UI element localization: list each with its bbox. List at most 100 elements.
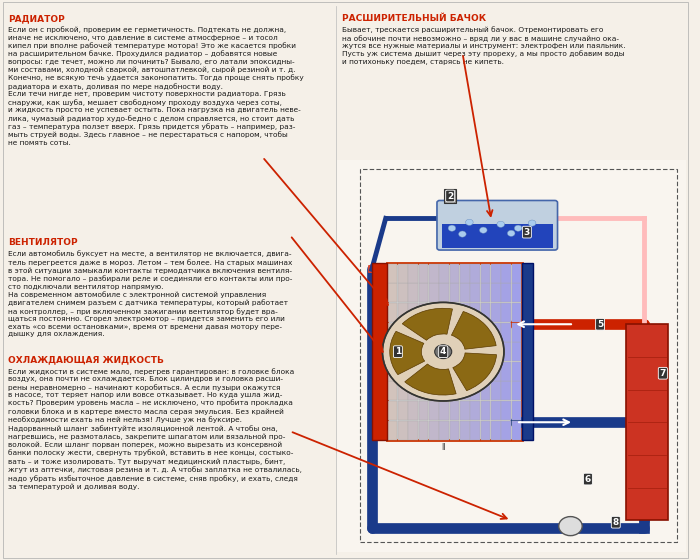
Text: РАДИАТОР: РАДИАТОР: [8, 14, 65, 23]
Text: 7: 7: [659, 368, 666, 378]
Text: Если автомобиль буксует на месте, а вентилятор не включается, двига-
тель перегр: Если автомобиль буксует на месте, а вент…: [8, 250, 293, 337]
Bar: [440, 342, 449, 361]
Bar: [491, 342, 500, 361]
Bar: [512, 421, 522, 440]
Bar: [501, 362, 511, 381]
Bar: [491, 401, 500, 420]
Bar: [460, 303, 470, 322]
Bar: [398, 421, 407, 440]
Bar: [388, 283, 398, 302]
Bar: [440, 303, 449, 322]
Bar: [419, 381, 428, 400]
Bar: [449, 362, 459, 381]
Bar: [470, 264, 480, 283]
Bar: [408, 401, 418, 420]
Bar: [419, 342, 428, 361]
Bar: [360, 170, 677, 542]
Bar: [408, 381, 418, 400]
Bar: [398, 264, 407, 283]
Bar: [388, 303, 398, 322]
Bar: [470, 303, 480, 322]
Bar: [440, 362, 449, 381]
Bar: [337, 160, 685, 552]
Bar: [449, 401, 459, 420]
Bar: [501, 323, 511, 342]
Bar: [398, 323, 407, 342]
Circle shape: [497, 221, 505, 227]
Text: ВЕНТИЛЯТОР: ВЕНТИЛЯТОР: [8, 238, 78, 247]
Text: 1: 1: [395, 347, 401, 356]
Bar: [419, 264, 428, 283]
Wedge shape: [452, 311, 496, 349]
Bar: [491, 323, 500, 342]
Bar: [398, 362, 407, 381]
Bar: [470, 421, 480, 440]
Bar: [388, 342, 398, 361]
Bar: [481, 283, 490, 302]
Bar: [440, 264, 449, 283]
Bar: [408, 264, 418, 283]
Bar: [388, 323, 398, 342]
Bar: [512, 323, 522, 342]
Bar: [398, 401, 407, 420]
Bar: [440, 283, 449, 302]
Bar: [491, 421, 500, 440]
FancyBboxPatch shape: [437, 200, 557, 250]
Bar: [626, 324, 668, 520]
Text: Если жидкости в системе мало, перегрев гарантирован: в головке блока
воздух, она: Если жидкости в системе мало, перегрев г…: [8, 368, 302, 490]
Bar: [501, 264, 511, 283]
Text: Если он с пробкой, проверим ее герметичность. Подтекать не должна,
иначе не искл: Если он с пробкой, проверим ее герметичн…: [8, 26, 304, 146]
Text: РАСШИРИТЕЛЬНЫЙ БАЧОК: РАСШИРИТЕЛЬНЫЙ БАЧОК: [342, 14, 486, 23]
Circle shape: [559, 516, 582, 535]
Bar: [449, 303, 459, 322]
Circle shape: [528, 220, 536, 226]
Bar: [429, 362, 439, 381]
Bar: [429, 323, 439, 342]
Bar: [481, 362, 490, 381]
Bar: [419, 303, 428, 322]
Bar: [501, 421, 511, 440]
Bar: [491, 283, 500, 302]
Circle shape: [435, 345, 452, 358]
Bar: [470, 342, 480, 361]
Bar: [408, 421, 418, 440]
Bar: [429, 283, 439, 302]
Bar: [449, 381, 459, 400]
Bar: [460, 264, 470, 283]
Bar: [444, 189, 456, 203]
Bar: [501, 381, 511, 400]
Wedge shape: [390, 332, 425, 375]
Bar: [449, 323, 459, 342]
Bar: [460, 401, 470, 420]
Text: Бывает, трескается расширительный бачок. Отремонтировать его
на обочине почти не: Бывает, трескается расширительный бачок.…: [342, 26, 625, 65]
Bar: [491, 381, 500, 400]
Bar: [398, 381, 407, 400]
Text: 6: 6: [584, 474, 591, 484]
Circle shape: [466, 220, 473, 226]
Bar: [429, 264, 439, 283]
Bar: [470, 283, 480, 302]
Bar: [481, 264, 490, 283]
Bar: [419, 283, 428, 302]
Bar: [470, 381, 480, 400]
Circle shape: [458, 231, 466, 237]
Bar: [398, 283, 407, 302]
Bar: [440, 421, 449, 440]
Circle shape: [448, 225, 456, 231]
Circle shape: [508, 230, 515, 236]
Bar: [481, 323, 490, 342]
Circle shape: [480, 227, 487, 234]
Bar: [442, 225, 553, 248]
Bar: [419, 323, 428, 342]
Bar: [429, 303, 439, 322]
Bar: [481, 342, 490, 361]
Bar: [460, 381, 470, 400]
Bar: [512, 264, 522, 283]
Bar: [512, 381, 522, 400]
Bar: [460, 362, 470, 381]
Bar: [470, 362, 480, 381]
Bar: [372, 264, 387, 440]
Bar: [449, 421, 459, 440]
Bar: [388, 421, 398, 440]
Bar: [491, 362, 500, 381]
